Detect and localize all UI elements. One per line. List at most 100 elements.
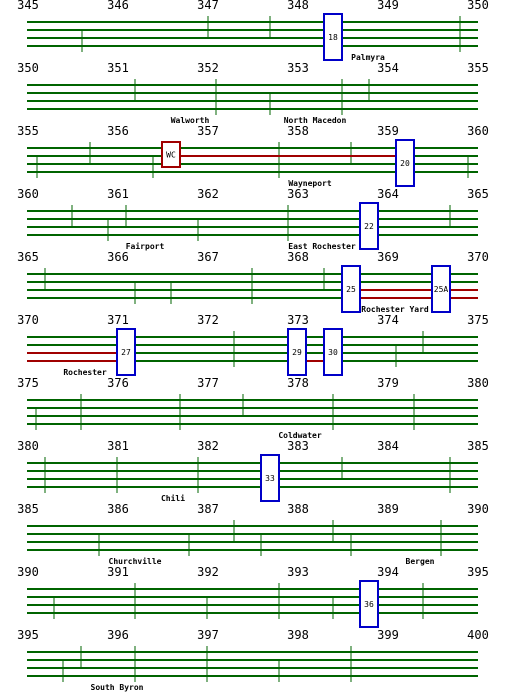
milepost-label: 387 [197,502,219,516]
signal-box [323,13,343,61]
station-label: Wayneport [288,179,332,188]
milepost-label: 382 [197,439,219,453]
milepost-label: 346 [107,0,129,12]
milepost-label: 356 [107,124,129,138]
station-label: Palmyra [351,53,385,62]
milepost-label: 360 [17,187,39,201]
milepost-label: 399 [377,628,399,642]
milepost-label: 352 [197,61,219,75]
milepost-label: 380 [467,376,489,390]
milepost-label: 350 [17,61,39,75]
milepost-label: 374 [377,313,399,327]
milepost-label: 370 [17,313,39,327]
signal-box [116,328,136,376]
milepost-label: 357 [197,124,219,138]
milepost-label: 377 [197,376,219,390]
station-label: Coldwater [278,431,322,440]
station-label: Walworth [171,116,210,125]
milepost-label: 375 [467,313,489,327]
milepost-label: 371 [107,313,129,327]
milepost-label: 391 [107,565,129,579]
station-label: North Macedon [284,116,347,125]
milepost-label: 349 [377,0,399,12]
milepost-label: 378 [287,376,309,390]
station-label: Bergen [406,557,435,566]
milepost-label: 396 [107,628,129,642]
milepost-label: 400 [467,628,489,642]
station-label: Chili [161,493,185,503]
milepost-label: 361 [107,187,129,201]
milepost-label: 355 [17,124,39,138]
milepost-label: 363 [287,187,309,201]
signal-box [359,202,379,250]
milepost-label: 375 [17,376,39,390]
milepost-label: 347 [197,0,219,12]
station-label: Churchville [109,556,162,566]
milepost-label: 381 [107,439,129,453]
milepost-label: 353 [287,61,309,75]
signal-label: 20 [400,159,410,168]
milepost-label: 385 [467,439,489,453]
signal-label: 22 [364,222,374,231]
signal-label: 18 [328,33,338,42]
station-label: Rochester Yard [361,305,429,314]
signal-box [431,265,451,313]
milepost-label: 355 [467,61,489,75]
signal-box [287,328,307,376]
milepost-label: 350 [467,0,489,12]
milepost-label: 390 [17,565,39,579]
milepost-label: 388 [287,502,309,516]
milepost-label: 398 [287,628,309,642]
signal-label: 29 [292,348,302,357]
milepost-label: 358 [287,124,309,138]
station-label: Fairport [126,241,165,251]
milepost-label: 383 [287,439,309,453]
milepost-label: 394 [377,565,399,579]
milepost-label: 366 [107,250,129,264]
signal-label: 25 [346,285,356,294]
signal-label: 27 [121,348,131,357]
milepost-label: 362 [197,187,219,201]
signal-box [341,265,361,313]
milepost-label: 368 [287,250,309,264]
milepost-label: 365 [17,250,39,264]
signal-label: 30 [328,348,338,357]
milepost-label: 354 [377,61,399,75]
milepost-label: 397 [197,628,219,642]
milepost-label: 370 [467,250,489,264]
station-label: Rochester [63,368,107,377]
milepost-label: 385 [17,502,39,516]
milepost-label: 393 [287,565,309,579]
milepost-label: 360 [467,124,489,138]
signal-label: 25A [434,285,449,294]
signal-box [395,139,415,187]
milepost-label: 348 [287,0,309,12]
milepost-label: 359 [377,124,399,138]
milepost-label: 376 [107,376,129,390]
milepost-label: 369 [377,250,399,264]
milepost-label: 364 [377,187,399,201]
milepost-label: 380 [17,439,39,453]
milepost-label: 345 [17,0,39,12]
station-label: East Rochester [288,242,356,251]
signal-label: 36 [364,600,374,609]
milepost-label: 351 [107,61,129,75]
milepost-label: 390 [467,502,489,516]
milepost-label: 392 [197,565,219,579]
milepost-label: 379 [377,376,399,390]
signal-box [161,141,181,168]
signal-box [359,580,379,628]
milepost-label: 365 [467,187,489,201]
milepost-label: 386 [107,502,129,516]
milepost-label: 384 [377,439,399,453]
signal-label: 33 [265,474,275,483]
signal-box [323,328,343,376]
signal-label: WC [166,151,176,160]
milepost-label: 389 [377,502,399,516]
station-label: South Byron [91,683,144,692]
milepost-label: 367 [197,250,219,264]
milepost-label: 373 [287,313,309,327]
milepost-label: 395 [467,565,489,579]
milepost-label: 395 [17,628,39,642]
